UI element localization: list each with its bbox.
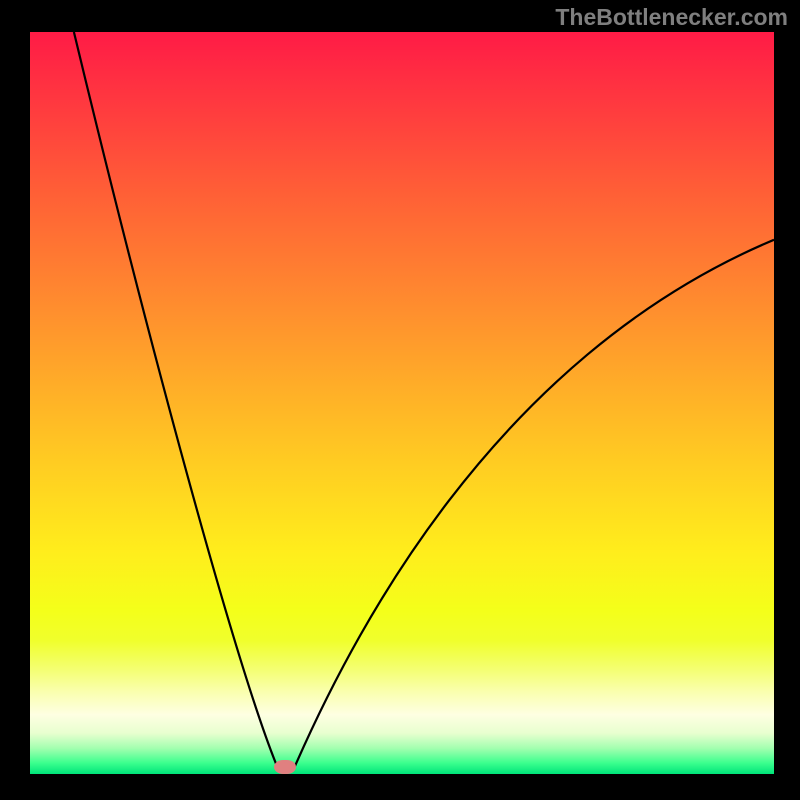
- optimum-marker: [274, 760, 296, 774]
- watermark-text: TheBottlenecker.com: [555, 4, 788, 31]
- plot-area: [30, 32, 774, 774]
- bottleneck-curve: [30, 32, 774, 774]
- curve-right-branch: [294, 240, 774, 768]
- curve-left-branch: [74, 32, 278, 768]
